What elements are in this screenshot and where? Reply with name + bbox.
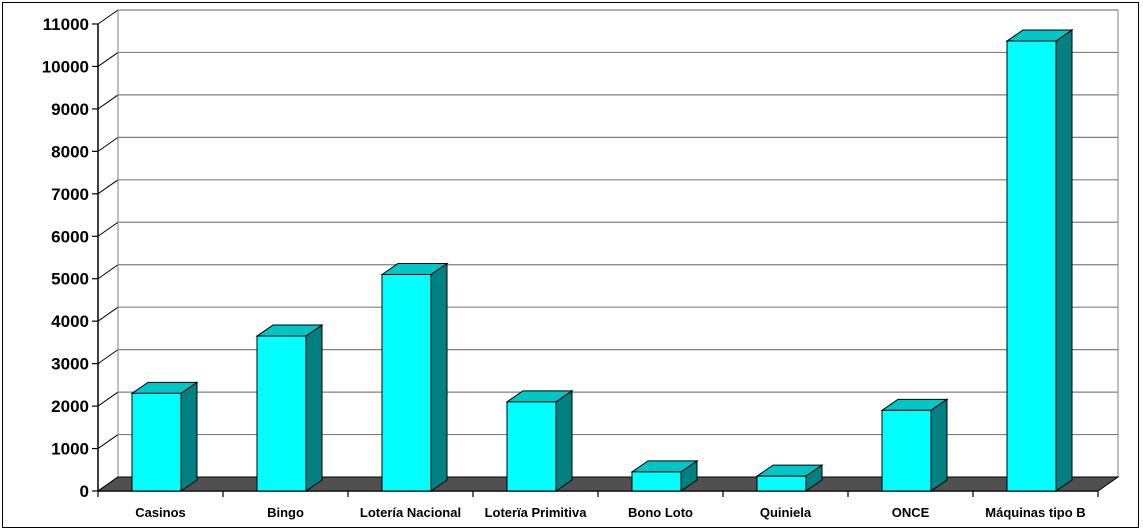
- y-tick-label: 8000: [51, 142, 89, 161]
- bar: [130, 381, 199, 492]
- y-tick-label: 4000: [51, 312, 89, 331]
- floor-surface: [96, 476, 1120, 492]
- y-tick-label: 3000: [51, 355, 89, 374]
- y-tick-label: 2000: [51, 397, 89, 416]
- gridline-depth-connector: [97, 52, 119, 67]
- bar: [380, 262, 449, 492]
- y-tick-label: 10000: [42, 57, 89, 76]
- x-category-label: Lotería Nacional: [360, 505, 461, 520]
- y-tick-label: 1000: [51, 440, 89, 459]
- bar-front-face: [131, 392, 182, 492]
- bar-side-face: [305, 324, 323, 492]
- bar: [880, 398, 949, 492]
- bar-front-face: [256, 335, 307, 492]
- y-tick-label: 6000: [51, 227, 89, 246]
- x-category-label: ONCE: [892, 505, 930, 520]
- bar-side-face: [930, 398, 948, 492]
- bar-front-face: [631, 471, 682, 492]
- bar: [755, 464, 824, 492]
- bar: [1005, 29, 1074, 492]
- gridline-depth-connector: [97, 221, 119, 237]
- gridline-depth-connector: [97, 434, 119, 449]
- bar-front-face: [881, 409, 932, 492]
- bar-side-face: [1055, 29, 1073, 492]
- y-tick-label: 7000: [51, 185, 89, 204]
- y-tick-label: 9000: [51, 100, 89, 119]
- gridline-depth-connector: [97, 179, 119, 195]
- x-category-label: Bono Loto: [628, 505, 693, 520]
- x-axis-category-labels: Casinos Bingo Lotería Nacional Loterïa Prim…: [135, 505, 1085, 520]
- bar-front-face: [756, 475, 807, 492]
- bar-front-face: [506, 401, 557, 492]
- gridline-depth-connector: [97, 391, 119, 407]
- bar: [255, 324, 324, 492]
- y-axis-tick-labels: 0 1000 2000 3000 4000 5000 6000 7000 8000 9000 100…: [42, 15, 89, 501]
- bar-side-face: [555, 389, 573, 492]
- axes: [92, 10, 1119, 497]
- gridlines: [97, 9, 1118, 492]
- x-category-label: Máquinas tipo B: [985, 505, 1085, 520]
- x-category-label: Bingo: [267, 505, 304, 520]
- y-tick-label: 0: [80, 482, 89, 501]
- y-tick-label: 5000: [51, 270, 89, 289]
- bar-front-face: [1006, 40, 1057, 492]
- bar-side-face: [180, 381, 198, 492]
- gridline-depth-connector: [97, 136, 119, 152]
- gridline-depth-connector: [97, 264, 119, 280]
- bars: [130, 29, 1074, 492]
- chart-floor: [96, 476, 1120, 492]
- gridline-depth-connector: [97, 306, 119, 322]
- gridline-depth-connector: [97, 349, 119, 365]
- x-category-label: Casinos: [135, 505, 186, 520]
- gridline-depth-connector: [97, 9, 119, 25]
- bar: [630, 459, 699, 492]
- bar-front-face: [381, 273, 432, 492]
- x-category-label: Loterïa Primitiva: [485, 505, 588, 520]
- bar: [505, 389, 574, 492]
- y-tick-label: 11000: [43, 15, 89, 34]
- x-category-label: Quiniela: [760, 505, 812, 520]
- bar-side-face: [430, 262, 448, 492]
- gridline-depth-connector: [97, 94, 119, 110]
